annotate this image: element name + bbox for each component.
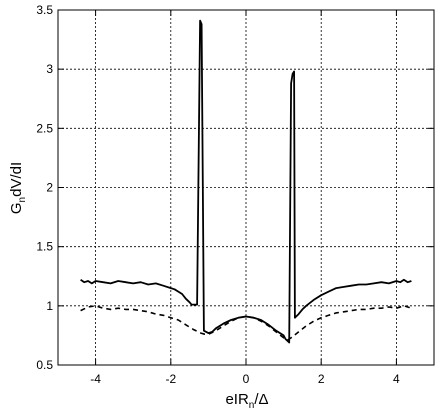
x-axis-title: eIRn/Δ xyxy=(225,391,268,411)
series-line-solid xyxy=(80,19,412,344)
y-tick-label: 1 xyxy=(46,299,53,313)
x-tick-label: 4 xyxy=(393,372,400,386)
plot-frame xyxy=(57,9,435,366)
series-group xyxy=(80,19,412,344)
x-tick-label: 0 xyxy=(243,372,250,386)
y-tick-label: 1.5 xyxy=(36,240,53,254)
y-tick-label: 3.5 xyxy=(36,3,53,17)
x-tick-label: -2 xyxy=(165,372,176,386)
grid xyxy=(58,10,434,365)
x-tick-label: 2 xyxy=(318,372,325,386)
y-tick-label: 3 xyxy=(46,62,53,76)
x-tick-labels: -4 -2 0 2 4 xyxy=(90,372,400,386)
series-line-dashed xyxy=(80,305,412,341)
y-tick-label: 2 xyxy=(46,181,53,195)
y-tick-labels: 0.5 1 1.5 2 2.5 3 3.5 xyxy=(36,3,53,372)
y-axis-title: GndV/dI xyxy=(8,162,28,214)
x-tick-label: -4 xyxy=(90,372,101,386)
y-tick-label: 2.5 xyxy=(36,121,53,135)
y-tick-label: 0.5 xyxy=(36,358,53,372)
